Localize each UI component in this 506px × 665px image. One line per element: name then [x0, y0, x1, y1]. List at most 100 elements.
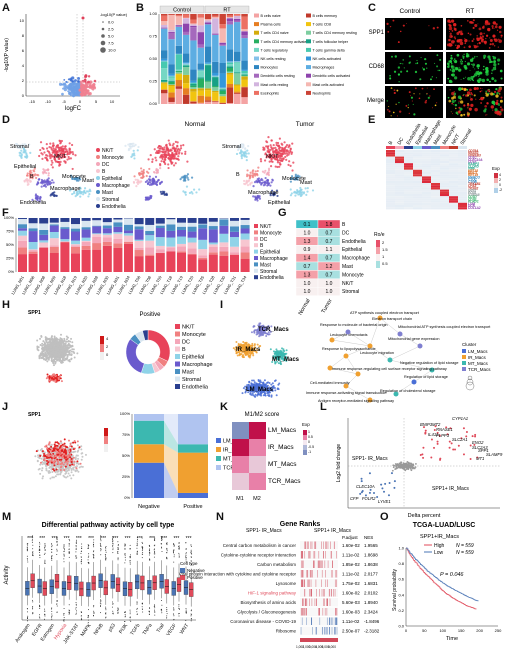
- b-legend-label: T cells CD8: [313, 23, 332, 27]
- b-bar-segment: [219, 46, 226, 63]
- h-legend-swatch: [175, 377, 180, 382]
- f-bar-segment: [113, 248, 122, 272]
- b-bar-segment: [234, 52, 241, 62]
- h-umap-point: [61, 339, 63, 341]
- d-umap-point: [305, 194, 307, 196]
- c-signal: [491, 101, 495, 105]
- d-umap-point: [55, 160, 57, 162]
- panel-letter-d: D: [2, 114, 10, 126]
- e-heat-cell: [458, 203, 467, 205]
- e-heat-cell: [440, 183, 449, 185]
- d-umap-point: [260, 182, 262, 184]
- f-bar-segment: [198, 255, 207, 258]
- f-bar-segment: [166, 224, 175, 231]
- c-signal: [408, 104, 409, 105]
- b-bar-segment: [198, 88, 205, 90]
- b-bar-segment: [198, 91, 205, 96]
- c-signal: [495, 94, 498, 97]
- d-umap-point: [187, 173, 189, 175]
- c-signal: [394, 92, 396, 94]
- d-umap-point: [164, 158, 166, 160]
- volcano-point: [77, 77, 80, 80]
- c-signal: [489, 60, 492, 63]
- e-heat-cell: [422, 181, 431, 183]
- d-umap-point: [38, 178, 40, 180]
- d-umap-point: [248, 174, 250, 176]
- d-umap-point: [242, 147, 244, 149]
- d-umap-point: [266, 182, 268, 184]
- h-umap-point: [58, 346, 60, 348]
- b-ytick: 1.00: [149, 11, 158, 16]
- f-bar-segment: [230, 232, 239, 237]
- d-umap-point: [43, 169, 45, 171]
- e-legend-swatch: [494, 183, 498, 188]
- b-bar-segment: [227, 61, 234, 62]
- d-umap-point: [312, 189, 314, 191]
- h-umap-point: [61, 380, 63, 382]
- h-umap-point: [52, 374, 54, 376]
- h-umap-point: [51, 360, 53, 362]
- a-legend-dot: [101, 41, 106, 46]
- b-bar-segment: [198, 63, 205, 69]
- volcano-point: [61, 93, 64, 96]
- e-heat-cell: [431, 179, 440, 181]
- i-umap-point: [257, 344, 259, 346]
- d-umap-point: [241, 157, 243, 159]
- d-umap-point: [27, 183, 29, 185]
- b-bar-segment: [212, 92, 219, 100]
- b-legend-swatch: [254, 74, 259, 78]
- g-row-label: DC: [342, 230, 350, 236]
- d-umap-point: [159, 163, 161, 165]
- e-heat-cell: [440, 170, 449, 172]
- b-bar-segment: [176, 86, 183, 89]
- e-heat-cell: [449, 157, 458, 159]
- c-signal: [474, 24, 477, 27]
- d-cluster-label: Stromal: [222, 144, 241, 150]
- panel-letter-b: B: [136, 2, 144, 14]
- c-signal: [479, 27, 482, 30]
- f-bar-segment: [103, 237, 112, 241]
- a-xtick: -15: [29, 99, 36, 104]
- c-signal: [429, 47, 431, 49]
- h-umap-point: [54, 351, 56, 353]
- f-bar-segment: [177, 227, 186, 230]
- c-signal: [476, 87, 479, 90]
- d-legend-label: NK/T: [102, 148, 113, 154]
- f-legend-swatch: [254, 237, 258, 241]
- f-bar-segment: [113, 234, 122, 239]
- a-ytick: 0: [22, 93, 25, 98]
- c-signal: [451, 63, 453, 65]
- c-signal: [470, 98, 473, 101]
- i-umap-point: [251, 331, 253, 333]
- d-cluster-label: Mast: [300, 180, 312, 186]
- j-umap-point: [75, 458, 77, 460]
- e-heat-cell: [449, 150, 458, 152]
- d-umap-point: [255, 170, 257, 172]
- i-umap-point: [248, 343, 250, 345]
- panel-f-sample-composition: 0%25%50%75%100% LUNG_N01LUNG_N06LUNG_N08…: [4, 215, 288, 295]
- d-legend-label: Mast: [102, 190, 113, 196]
- e-heat-cell: [431, 196, 440, 198]
- c-signal: [472, 63, 475, 66]
- e-col-color-bar: [440, 146, 449, 149]
- c-signal: [483, 66, 485, 68]
- c-signal: [451, 97, 454, 100]
- e-heat-cell: [413, 163, 422, 165]
- b-bar-segment: [219, 28, 226, 42]
- b-bar-segment: [212, 102, 219, 104]
- h-umap-point: [53, 364, 55, 366]
- d-umap-point: [260, 178, 262, 180]
- d-umap-point: [300, 195, 302, 197]
- b-bar-segment: [183, 67, 190, 75]
- volcano-point: [69, 92, 71, 94]
- c-signal: [453, 104, 454, 105]
- b-ytick: 0.50: [149, 56, 158, 61]
- c-signal: [489, 58, 492, 61]
- h-umap-point: [65, 341, 67, 343]
- d-legend-dot: [96, 148, 100, 152]
- b-bar-segment: [205, 102, 212, 104]
- f-bar-segment: [124, 242, 133, 244]
- i-network-node: [412, 380, 417, 385]
- f-bar-segment: [18, 247, 27, 254]
- f-bar-segment: [219, 226, 228, 234]
